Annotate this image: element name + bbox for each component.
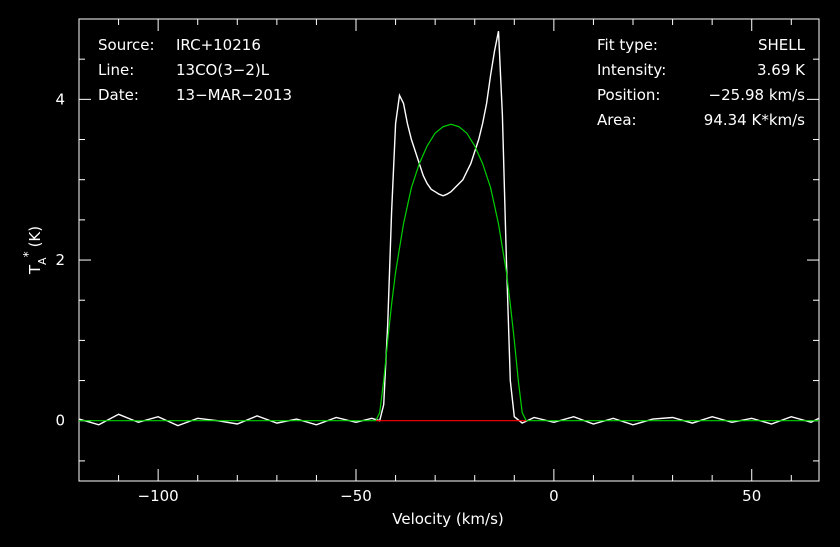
shell-fit-line [79,123,819,422]
info-right-label: Area: [597,111,637,129]
axis-ticks: −100 −50 0 50 0 2 4 [55,19,819,505]
y-axis-label-main: T [26,264,44,275]
info-left-label: Line: [98,61,134,79]
y-tick-label: 0 [55,412,65,430]
spectrum-line [78,30,820,427]
x-tick-label: −100 [138,487,179,505]
plot-frame [78,18,820,482]
info-left-value: IRC+10216 [176,36,261,54]
info-left-label: Source: [98,36,155,54]
info-right-value: SHELL [758,36,806,54]
series-layer [78,30,820,427]
info-right-value: 3.69 K [757,61,806,79]
y-tick-label: 4 [55,90,65,108]
x-tick-label: 0 [549,487,559,505]
y-axis-label: TA* (K) [21,226,49,275]
y-axis-label-sub: A [36,257,49,265]
y-axis-label-sup: * [21,251,35,257]
info-right-label: Intensity: [597,61,666,79]
y-tick-label: 2 [55,251,65,269]
info-right-value: −25.98 km/s [709,86,806,104]
info-right: Fit type: SHELL Intensity: 3.69 K Position: −… [597,36,806,129]
info-right-label: Fit type: [597,36,658,54]
info-right-label: Position: [597,86,660,104]
info-left: Source: IRC+10216 Line: 13CO(3−2)L Date: 13−M… [98,36,292,104]
info-right-value: 94.34 K*km/s [704,111,805,129]
x-tick-label: 50 [742,487,761,505]
x-tick-label: −50 [340,487,372,505]
info-left-label: Date: [98,86,139,104]
info-left-value: 13−MAR−2013 [176,86,292,104]
y-axis-label-unit: (K) [26,226,44,248]
svg-text:TA*(K): TA* (K) [21,226,49,275]
x-axis-label: Velocity (km/s) [392,510,503,528]
info-left-value: 13CO(3−2)L [176,61,270,79]
